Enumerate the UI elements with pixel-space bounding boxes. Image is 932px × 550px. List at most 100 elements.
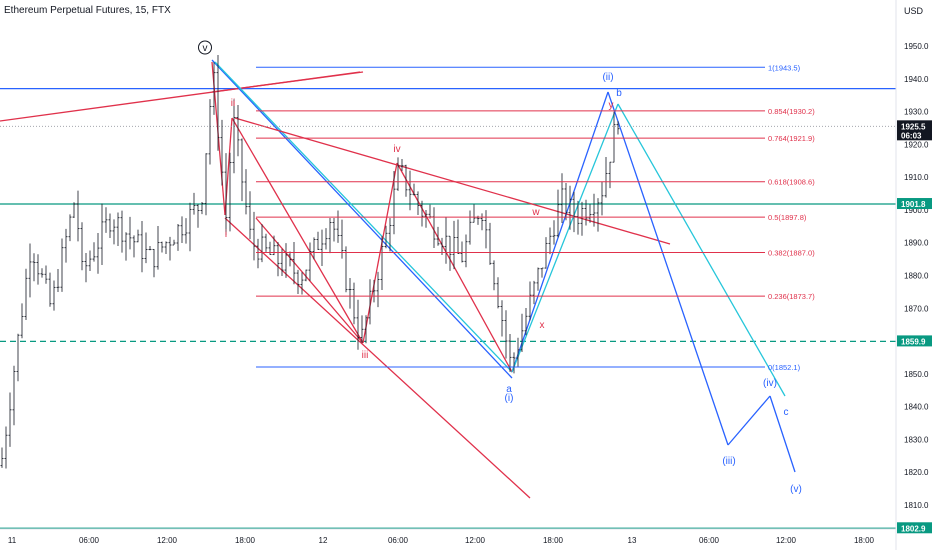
candle (184, 218, 188, 244)
x-tick-label: 11 (8, 536, 17, 545)
candle (312, 237, 316, 260)
candle (528, 281, 532, 321)
candle (240, 138, 244, 202)
candle (400, 158, 404, 171)
candle (500, 300, 504, 337)
candle (540, 267, 544, 278)
candle (292, 242, 296, 285)
candle (604, 156, 608, 198)
price-badge: 1802.9 (897, 522, 932, 534)
candle (120, 210, 124, 253)
candle (176, 224, 180, 251)
candle (152, 248, 156, 278)
trend-line (211, 59, 513, 379)
candle (424, 210, 428, 228)
candle (104, 207, 108, 233)
fib-level-label: 0.236(1873.7) (768, 292, 815, 301)
candle (260, 224, 264, 263)
trend-line (769, 395, 796, 473)
candle (584, 199, 588, 226)
candle (564, 183, 568, 221)
candle (212, 62, 216, 115)
candle (132, 235, 136, 258)
candle (392, 170, 396, 235)
candle (592, 193, 596, 227)
candle (0, 447, 4, 468)
candle (248, 191, 252, 240)
candle (24, 268, 28, 321)
candle (460, 241, 464, 263)
candle (220, 119, 224, 186)
candle (96, 233, 100, 274)
y-tick-label: 1950.0 (904, 42, 929, 51)
y-tick-label: 1810.0 (904, 501, 929, 510)
y-tick-label: 1830.0 (904, 435, 929, 444)
x-tick-label: 06:00 (699, 536, 720, 545)
candle (148, 246, 152, 251)
candle (480, 213, 484, 231)
wave-label: (iii) (722, 456, 735, 467)
candle (236, 105, 240, 157)
candle (428, 204, 432, 219)
candle (448, 235, 452, 271)
candle (216, 54, 220, 151)
candle (308, 242, 312, 281)
candle (172, 239, 176, 246)
candle (192, 192, 196, 215)
candle (164, 241, 168, 255)
candle (568, 185, 572, 230)
candles-layer (0, 54, 620, 469)
candle (368, 279, 372, 325)
candle (516, 337, 520, 367)
candle (376, 271, 380, 308)
time-axis[interactable]: 11 06:00 12:00 18:00 12 06:00 12:00 18:00 13 06:0… (0, 528, 896, 545)
candle (472, 204, 476, 223)
wave-label: iii (362, 350, 369, 361)
candle (48, 272, 52, 307)
candle (360, 315, 364, 343)
candle (108, 213, 112, 238)
y-tick-label: 1870.0 (904, 304, 929, 313)
candle (336, 210, 340, 243)
price-axis[interactable]: 1810.01820.01830.01840.01850.01860.01870… (895, 0, 932, 550)
y-tick-label: 1880.0 (904, 272, 929, 281)
candle (56, 268, 60, 293)
candle (208, 99, 212, 165)
x-tick-label: 12:00 (157, 536, 178, 545)
candle (560, 173, 564, 223)
y-tick-label: 1930.0 (904, 108, 929, 117)
candle (60, 238, 64, 292)
candle (488, 222, 492, 265)
wave-label: c (784, 407, 789, 418)
candle (580, 201, 584, 236)
candle (144, 232, 148, 264)
candle (36, 254, 40, 285)
candle (416, 191, 420, 216)
candle (344, 246, 348, 293)
candle (304, 269, 308, 282)
wave-label: ii (231, 98, 235, 109)
candle (596, 198, 600, 232)
price-badge-value: 1901.8 (901, 200, 926, 209)
fib-level-label: 0.618(1908.6) (768, 178, 815, 187)
wave-label: i (225, 229, 227, 240)
candle (100, 203, 104, 266)
candle (556, 189, 560, 238)
candle (140, 220, 144, 273)
wave-label: (ii) (602, 72, 613, 83)
wave-label: b (616, 88, 622, 99)
wave-label: y (609, 100, 614, 111)
candle (504, 310, 508, 359)
y-tick-label: 1940.0 (904, 75, 929, 84)
x-tick-label: 18:00 (543, 536, 564, 545)
wave-label: (iv) (763, 378, 777, 389)
candle (492, 260, 496, 291)
currency-unit: USD (904, 6, 924, 16)
x-tick-label: 12 (319, 536, 328, 545)
wave-label: (v) (790, 484, 802, 495)
y-tick-label: 1920.0 (904, 140, 929, 149)
candle (180, 216, 184, 243)
candle (168, 236, 172, 261)
